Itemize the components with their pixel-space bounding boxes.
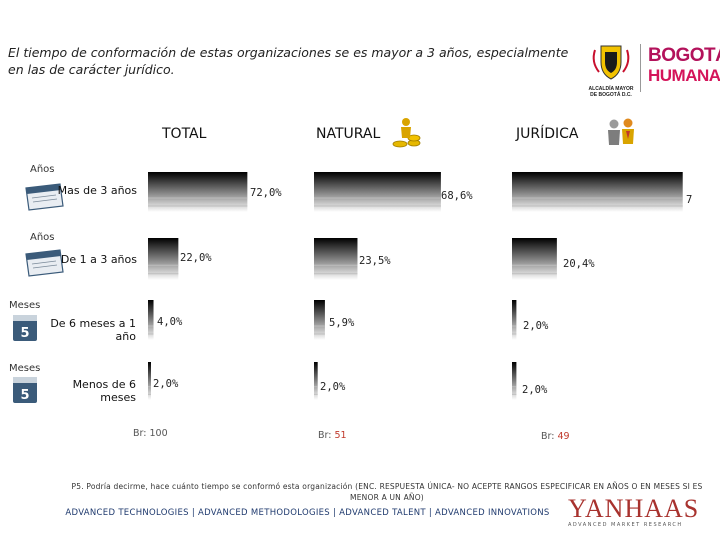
bar-natural-1 [314, 172, 441, 212]
value-label-juridica-4: 2,0% [522, 384, 548, 396]
yanhaas-subtext: ADVANCED MARKET RESEARCH [568, 522, 683, 528]
column-header-juridica: JURÍDICA [516, 126, 579, 142]
people-icon [608, 118, 634, 145]
calendar-digit: 5 [20, 326, 29, 341]
category-label-2: De 1 a 3 años [60, 253, 137, 266]
row-unit-1: Años [30, 164, 55, 175]
calendar-icon [25, 183, 64, 211]
category-label-3: De 6 meses a 1 año [50, 317, 136, 343]
column-header-total: TOTAL [162, 126, 207, 142]
row-unit-3: Meses [9, 300, 41, 311]
bar-juridica-3 [512, 300, 517, 340]
calendar-digit: 5 [20, 388, 29, 403]
row-unit-4: Meses [9, 363, 41, 374]
value-label-juridica-2: 20,4% [563, 258, 595, 270]
value-label-natural-4: 2,0% [320, 381, 346, 393]
calendar-icon [25, 249, 64, 277]
person-coins-icon [392, 118, 421, 148]
value-label-natural-1: 68,6% [441, 190, 473, 202]
bogota-text: BOGOTÁ [648, 45, 720, 66]
value-label-natural-3: 5,9% [329, 317, 355, 329]
bar-juridica-2 [512, 238, 557, 280]
alcaldia-text-1: ALCALDÍA MAYOR [588, 86, 634, 92]
value-label-total-4: 2,0% [153, 378, 179, 390]
page-title: El tiempo de conformación de estas organ… [8, 45, 569, 77]
calendar-five-icon: 5 [13, 377, 37, 403]
base-total: Br: 100 [133, 428, 168, 439]
value-label-total-3: 4,0% [157, 316, 183, 328]
calendar-five-icon: 5 [13, 315, 37, 341]
bar-natural-4 [314, 362, 318, 400]
bar-total-2 [148, 238, 179, 280]
bottom-tagline: ADVANCED TECHNOLOGIES | ADVANCED METHODO… [65, 508, 550, 518]
category-label-4: Menos de 6 meses [72, 378, 136, 404]
category-label-1: Mas de 3 años [57, 184, 137, 197]
value-label-juridica-1: 7 [686, 194, 693, 206]
value-label-juridica-3: 2,0% [523, 320, 549, 332]
value-label-total-2: 22,0% [180, 252, 212, 264]
alcaldia-text-2: DE BOGOTÁ D.C. [590, 92, 632, 98]
bogota-humana-logo: BOGOTÁ HUMANA [648, 45, 720, 86]
bar-natural-2 [314, 238, 358, 280]
bar-natural-3 [314, 300, 325, 340]
column-header-natural: NATURAL [316, 126, 381, 142]
bar-chart [148, 172, 683, 400]
yanhaas-logo: YANHAAS ADVANCED MARKET RESEARCH [568, 494, 714, 529]
bar-total-1 [148, 172, 248, 212]
base-natural: Br: 51 [318, 430, 347, 441]
humana-text: HUMANA [648, 66, 720, 85]
logo-divider [640, 44, 641, 92]
yanhaas-text: YANHAAS [568, 494, 700, 523]
alcaldia-logo: ALCALDÍA MAYOR DE BOGOTÁ D.C. [585, 42, 637, 98]
bar-juridica-4 [512, 362, 517, 400]
bar-total-3 [148, 300, 154, 340]
value-label-total-1: 72,0% [250, 187, 282, 199]
bar-juridica-1 [512, 172, 683, 212]
question-footnote: P5. Podría decirme, hace cuánto tiempo s… [71, 482, 703, 502]
bar-total-4 [148, 362, 151, 400]
base-juridica: Br: 49 [541, 431, 570, 442]
row-unit-2: Años [30, 232, 55, 243]
coat-of-arms-icon [592, 45, 630, 80]
value-label-natural-2: 23,5% [359, 255, 391, 267]
